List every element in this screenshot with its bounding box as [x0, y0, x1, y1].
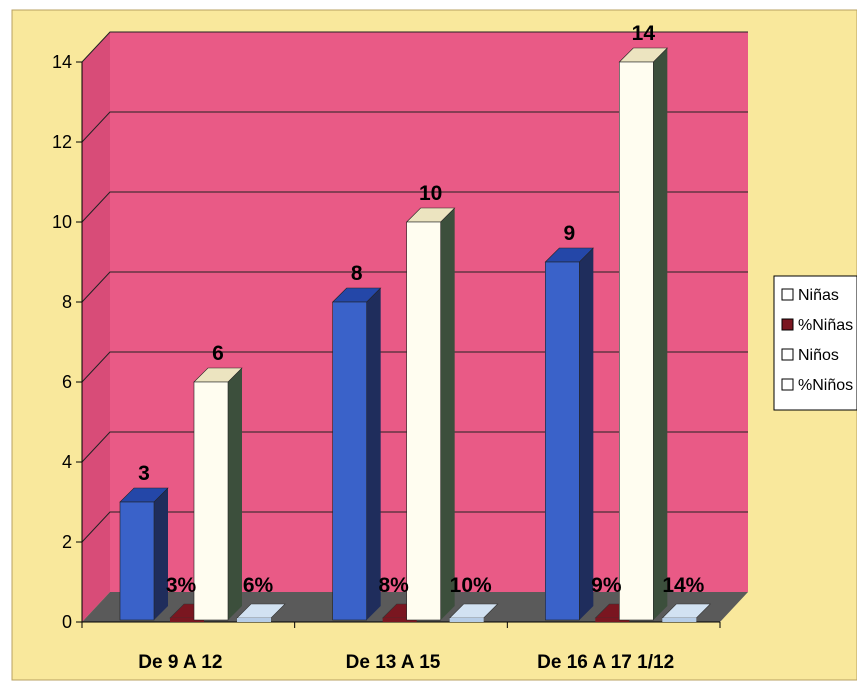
gridline: [81, 271, 748, 303]
data-label: 14%: [662, 574, 704, 597]
legend-label: %Niños: [798, 377, 853, 394]
bar-pct-ninos: [236, 603, 286, 622]
legend-swatch: [781, 318, 794, 331]
y-tick-label: 12: [52, 132, 72, 152]
category-label: De 9 A 12: [138, 652, 222, 673]
legend-item: %Niñas: [781, 317, 853, 334]
category-label: De 16 A 17 1/12: [537, 652, 674, 673]
bars: [119, 47, 712, 622]
gridline: [81, 31, 748, 63]
y-tick-label: 4: [62, 452, 72, 472]
data-label: 6%: [243, 574, 274, 597]
data-label: 3%: [166, 574, 197, 597]
gridline: [81, 111, 748, 143]
legend-swatch: [781, 288, 794, 301]
y-tick-label: 14: [52, 52, 72, 72]
data-label: 8%: [378, 574, 409, 597]
legend-item: Niños: [781, 347, 839, 364]
data-label: 8: [351, 262, 363, 285]
plot-side-wall: [82, 32, 110, 622]
data-label: 9%: [591, 574, 622, 597]
data-label: 10: [419, 182, 442, 205]
data-label: 10%: [450, 574, 492, 597]
bar-ninos: [405, 207, 456, 621]
legend-item: Niñas: [781, 287, 839, 304]
bar-ninas: [119, 487, 169, 621]
bar-pct-ninos: [448, 603, 499, 622]
legend: Niñas %Niñas Niños %Niños: [773, 275, 857, 411]
gridline: [81, 191, 748, 223]
gridline: [81, 511, 748, 543]
legend-label: %Niñas: [798, 317, 853, 334]
y-tick-label: 8: [62, 292, 72, 312]
bar-pct-ninos: [661, 603, 712, 622]
bar-ninas: [544, 247, 595, 621]
bar-ninos: [618, 47, 669, 621]
y-tick-label: 0: [62, 612, 72, 632]
category-axis: De 9 A 12 De 13 A 15 De 16 A 17 1/12: [138, 652, 674, 673]
category-label: De 13 A 15: [346, 652, 441, 673]
gridline: [81, 351, 748, 383]
y-tick-label: 2: [62, 532, 72, 552]
data-label: 14: [632, 22, 656, 45]
y-tick-label: 10: [52, 212, 72, 232]
legend-swatch: [781, 378, 794, 391]
bar-ninos: [193, 367, 243, 621]
data-label: 9: [563, 222, 575, 245]
gridline: [81, 431, 748, 463]
data-label: 3: [138, 462, 150, 485]
value-axis: 0 2 4 6 8 10 12 14: [52, 31, 748, 632]
data-labels: 3 3% 6 6% 8 8% 10 10% 9 9% 14 14%: [138, 22, 705, 597]
legend-label: Niñas: [798, 287, 839, 304]
y-tick-label: 6: [62, 372, 72, 392]
legend-swatch: [781, 348, 794, 361]
bar-ninas: [331, 287, 382, 621]
legend-label: Niños: [798, 347, 839, 364]
legend-item: %Niños: [781, 377, 853, 394]
data-label: 6: [212, 342, 224, 365]
